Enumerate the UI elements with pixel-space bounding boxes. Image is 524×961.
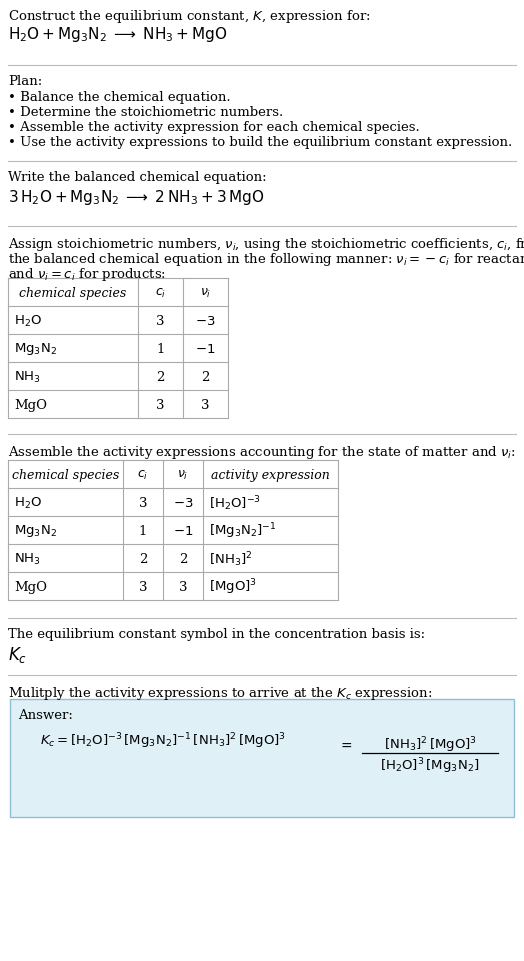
- FancyBboxPatch shape: [10, 699, 514, 817]
- Text: $-3$: $-3$: [173, 497, 193, 510]
- Text: Mulitply the activity expressions to arrive at the $K_c$ expression:: Mulitply the activity expressions to arr…: [8, 685, 432, 702]
- Text: $-1$: $-1$: [173, 525, 193, 538]
- Text: chemical species: chemical species: [12, 469, 119, 481]
- Text: MgO: MgO: [14, 580, 47, 594]
- Text: Construct the equilibrium constant, $K$, expression for:: Construct the equilibrium constant, $K$,…: [8, 8, 370, 25]
- Text: $\mathrm{Mg_3N_2}$: $\mathrm{Mg_3N_2}$: [14, 524, 57, 539]
- Text: Assign stoichiometric numbers, $\nu_i$, using the stoichiometric coefficients, $: Assign stoichiometric numbers, $\nu_i$, …: [8, 236, 524, 253]
- Text: 1: 1: [139, 525, 147, 538]
- Text: 2: 2: [156, 371, 165, 383]
- Text: Assemble the activity expressions accounting for the state of matter and $\nu_i$: Assemble the activity expressions accoun…: [8, 444, 516, 461]
- Text: 3: 3: [139, 497, 147, 510]
- Text: The equilibrium constant symbol in the concentration basis is:: The equilibrium constant symbol in the c…: [8, 628, 425, 641]
- Text: Plan:: Plan:: [8, 75, 42, 88]
- Text: $[\mathrm{H_2O}]^{3}\,[\mathrm{Mg_3N_2}]$: $[\mathrm{H_2O}]^{3}\,[\mathrm{Mg_3N_2}]…: [380, 756, 479, 776]
- Text: $[\mathrm{Mg_3N_2}]^{-1}$: $[\mathrm{Mg_3N_2}]^{-1}$: [209, 522, 277, 541]
- Text: 2: 2: [179, 553, 187, 566]
- Text: $\mathrm{NH_3}$: $\mathrm{NH_3}$: [14, 370, 41, 385]
- Text: $-3$: $-3$: [195, 315, 216, 328]
- Text: $\mathrm{3\,H_2O + Mg_3N_2 \;\longrightarrow\; 2\,NH_3 + 3\,MgO}$: $\mathrm{3\,H_2O + Mg_3N_2 \;\longrighta…: [8, 188, 264, 207]
- Text: and $\nu_i = c_i$ for products:: and $\nu_i = c_i$ for products:: [8, 266, 166, 283]
- Text: $[\mathrm{MgO}]^{3}$: $[\mathrm{MgO}]^{3}$: [209, 578, 257, 597]
- Text: $c_i$: $c_i$: [155, 286, 166, 300]
- Text: 2: 2: [201, 371, 210, 383]
- Text: 3: 3: [156, 399, 165, 412]
- Text: $-1$: $-1$: [195, 343, 216, 356]
- Text: • Determine the stoichiometric numbers.: • Determine the stoichiometric numbers.: [8, 106, 283, 119]
- Text: $[\mathrm{NH_3}]^{2}\,[\mathrm{MgO}]^{3}$: $[\mathrm{NH_3}]^{2}\,[\mathrm{MgO}]^{3}…: [384, 735, 476, 754]
- Text: $[\mathrm{NH_3}]^{2}$: $[\mathrm{NH_3}]^{2}$: [209, 550, 253, 569]
- Text: $\nu_i$: $\nu_i$: [200, 286, 211, 300]
- Text: • Assemble the activity expression for each chemical species.: • Assemble the activity expression for e…: [8, 121, 420, 134]
- Text: $=$: $=$: [337, 738, 353, 752]
- Text: $K_c$: $K_c$: [8, 645, 27, 665]
- Text: $[\mathrm{H_2O}]^{-3}$: $[\mathrm{H_2O}]^{-3}$: [209, 494, 261, 513]
- Text: 3: 3: [201, 399, 210, 412]
- Text: activity expression: activity expression: [211, 469, 330, 481]
- Text: $\mathrm{NH_3}$: $\mathrm{NH_3}$: [14, 552, 41, 567]
- Text: MgO: MgO: [14, 399, 47, 412]
- Text: $\mathrm{H_2O}$: $\mathrm{H_2O}$: [14, 314, 42, 329]
- Text: Write the balanced chemical equation:: Write the balanced chemical equation:: [8, 171, 267, 184]
- Text: $\mathrm{H_2O + Mg_3N_2 \;\longrightarrow\; NH_3 + MgO}$: $\mathrm{H_2O + Mg_3N_2 \;\longrightarro…: [8, 25, 227, 44]
- Text: 3: 3: [139, 580, 147, 594]
- Text: • Use the activity expressions to build the equilibrium constant expression.: • Use the activity expressions to build …: [8, 136, 512, 149]
- Text: 3: 3: [179, 580, 187, 594]
- Text: chemical species: chemical species: [19, 287, 127, 300]
- Text: $\mathrm{H_2O}$: $\mathrm{H_2O}$: [14, 496, 42, 511]
- Text: 3: 3: [156, 315, 165, 328]
- Text: • Balance the chemical equation.: • Balance the chemical equation.: [8, 91, 231, 104]
- Text: $c_i$: $c_i$: [137, 469, 149, 482]
- Text: 1: 1: [156, 343, 165, 356]
- Text: $\nu_i$: $\nu_i$: [177, 469, 189, 482]
- Text: 2: 2: [139, 553, 147, 566]
- Text: $K_c = [\mathrm{H_2O}]^{-3}\,[\mathrm{Mg_3N_2}]^{-1}\,[\mathrm{NH_3}]^{2}\,[\mat: $K_c = [\mathrm{H_2O}]^{-3}\,[\mathrm{Mg…: [40, 731, 286, 751]
- Text: $\mathrm{Mg_3N_2}$: $\mathrm{Mg_3N_2}$: [14, 341, 57, 357]
- Text: the balanced chemical equation in the following manner: $\nu_i = -c_i$ for react: the balanced chemical equation in the fo…: [8, 251, 524, 268]
- Text: Answer:: Answer:: [18, 709, 73, 722]
